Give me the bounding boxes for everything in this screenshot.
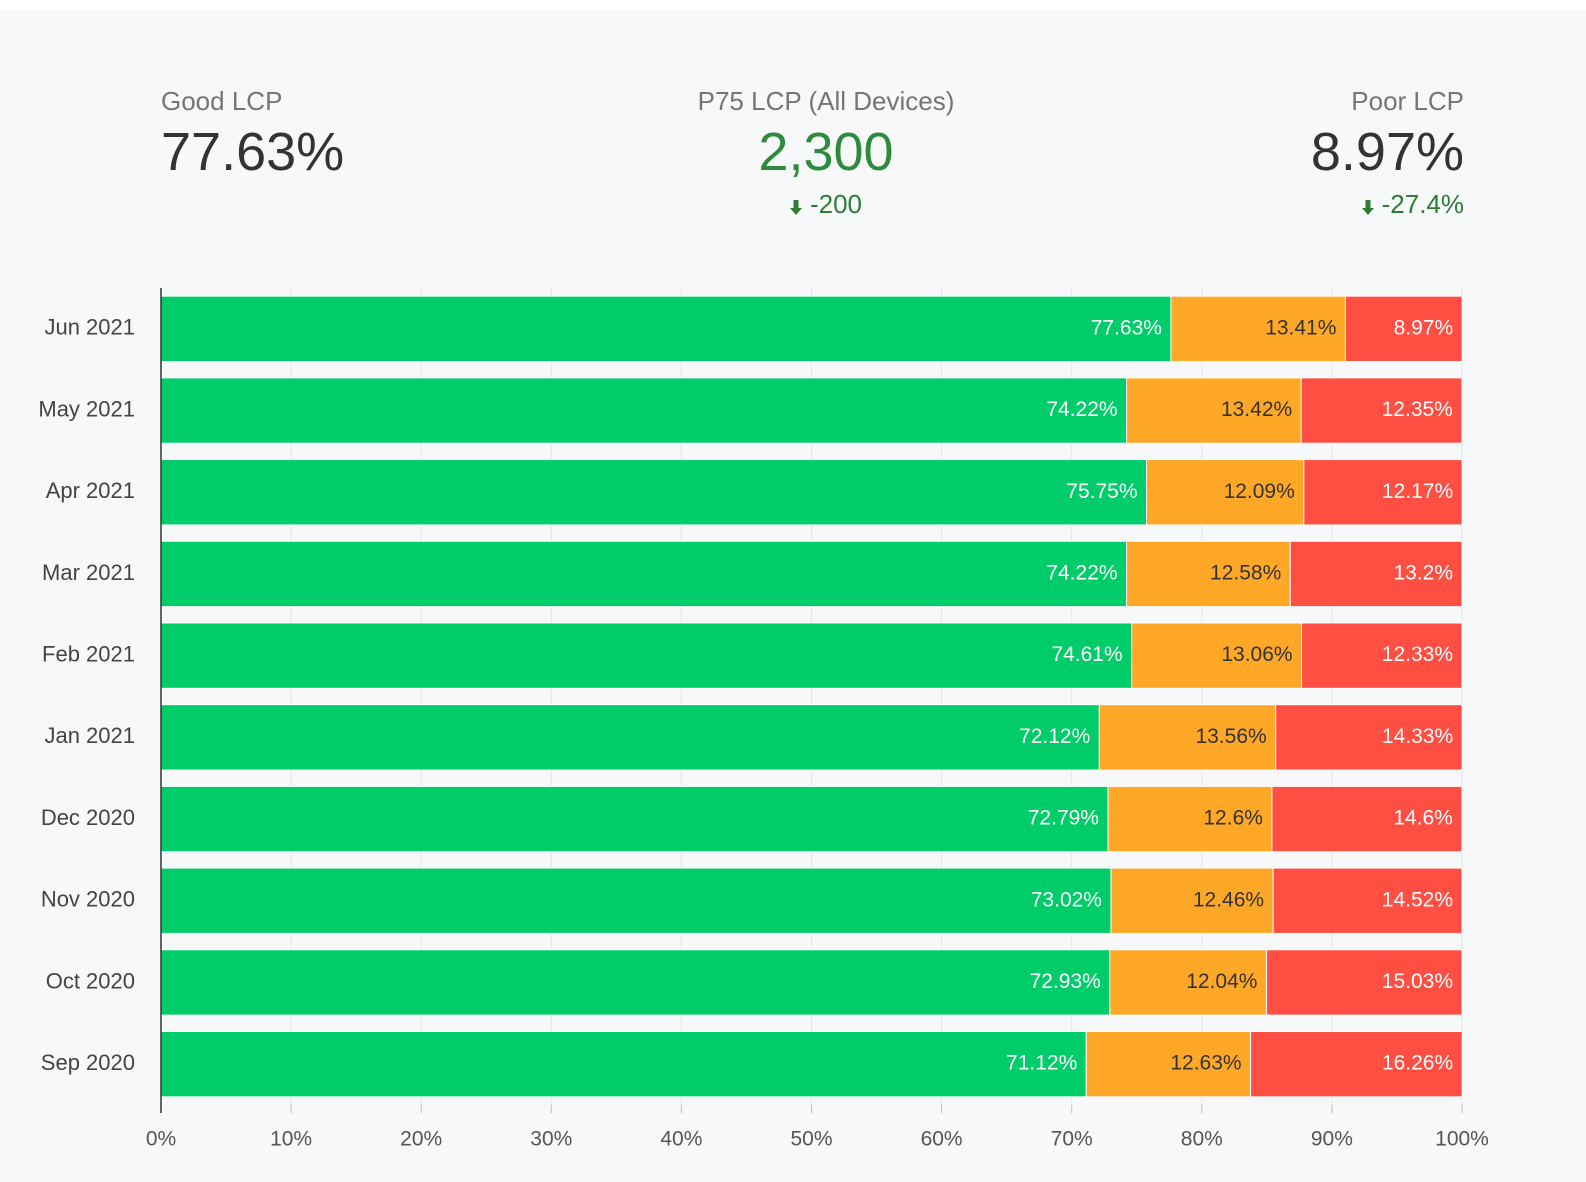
value-label: 71.12%: [1006, 1052, 1077, 1075]
bar-segment: [160, 377, 1128, 444]
top-band: [0, 0, 1586, 10]
value-label: 74.22%: [1046, 398, 1117, 421]
bar-segment: [160, 459, 1148, 526]
bar-segment: [1107, 785, 1273, 853]
value-label: 8.97%: [1394, 316, 1454, 339]
x-tick-label: 20%: [400, 1128, 442, 1151]
value-label: 74.61%: [1051, 643, 1122, 666]
bar-segment: [1289, 540, 1463, 608]
bar-segment: [160, 1030, 1087, 1098]
scorecard-label: P75 LCP (All Devices): [697, 86, 955, 116]
value-label: 12.46%: [1193, 888, 1264, 911]
value-label: 12.35%: [1382, 398, 1453, 421]
x-tick-label: 70%: [1051, 1128, 1093, 1151]
scorecard: P75 LCP (All Devices) 2,300 -200: [626, 86, 1026, 220]
scorecard-delta-row: -27.4%: [1311, 189, 1464, 220]
y-tick-label: Oct 2020: [46, 968, 135, 993]
y-tick-label: Nov 2020: [41, 887, 135, 912]
bar-segment: [1085, 1030, 1252, 1098]
scorecard-value: 77.63%: [161, 122, 345, 182]
value-label: 74.22%: [1046, 561, 1117, 584]
x-tick-label: 0%: [146, 1128, 176, 1151]
value-label: 72.93%: [1030, 970, 1101, 993]
y-tick-label: Dec 2020: [41, 805, 135, 830]
x-tick-label: 10%: [270, 1128, 312, 1151]
value-label: 77.63%: [1091, 316, 1162, 339]
value-label: 13.56%: [1195, 725, 1266, 748]
x-tick-label: 90%: [1311, 1128, 1353, 1151]
value-label: 13.2%: [1393, 561, 1453, 584]
scorecard: Good LCP 77.63%: [161, 86, 344, 181]
scorecard-delta-row: -200: [626, 189, 1026, 220]
value-label: 16.26%: [1382, 1052, 1453, 1075]
scorecard-value: 8.97%: [1310, 122, 1464, 182]
x-tick-label: 30%: [530, 1128, 572, 1151]
bar-segment: [1275, 704, 1463, 771]
bar-segment: [160, 867, 1112, 934]
y-tick-label: Jan 2021: [44, 723, 135, 748]
bar-segment: [1110, 867, 1274, 934]
x-tick-label: 80%: [1181, 1128, 1223, 1151]
bar-segment: [1301, 622, 1463, 689]
y-tick-label: May 2021: [38, 396, 135, 421]
scorecard-delta: -27.4%: [1381, 189, 1464, 219]
bar-segment: [1170, 295, 1346, 363]
scorecard-label: Poor LCP: [1351, 86, 1464, 116]
scorecard: Poor LCP 8.97% -27.4%: [1311, 86, 1464, 220]
scorecard-value: 2,300: [758, 122, 894, 182]
value-label: 12.6%: [1203, 807, 1263, 830]
bar-segment: [1300, 377, 1463, 444]
bar-segment: [1303, 459, 1463, 526]
bar-segment: [1109, 949, 1267, 1016]
bar-segment: [1272, 867, 1463, 934]
bar-segment: [1250, 1030, 1463, 1098]
x-tick-label: 100%: [1435, 1128, 1489, 1151]
x-tick-label: 60%: [921, 1128, 963, 1151]
bar-segment: [1126, 540, 1291, 608]
y-tick-label: Jun 2021: [44, 315, 135, 340]
bar-segment: [160, 295, 1172, 363]
bar-segment: [160, 949, 1111, 1016]
scorecard-delta: -200: [809, 189, 863, 219]
value-label: 13.06%: [1221, 643, 1292, 666]
bar-segment: [1265, 949, 1463, 1016]
value-label: 12.33%: [1382, 643, 1453, 666]
bar-segment: [160, 622, 1133, 689]
y-tick-label: Feb 2021: [42, 641, 135, 666]
value-label: 12.63%: [1170, 1052, 1241, 1075]
x-tick-label: 50%: [790, 1128, 832, 1151]
y-tick-label: Mar 2021: [42, 560, 135, 585]
value-label: 15.03%: [1382, 970, 1453, 993]
value-label: 12.09%: [1224, 480, 1295, 503]
value-label: 12.58%: [1210, 561, 1281, 584]
value-label: 14.52%: [1382, 888, 1453, 911]
bar-segment: [160, 704, 1100, 771]
value-label: 12.04%: [1186, 970, 1257, 993]
value-label: 75.75%: [1066, 480, 1137, 503]
value-label: 12.17%: [1382, 480, 1453, 503]
down-arrow-icon: [1361, 200, 1374, 215]
scorecard-label: Good LCP: [161, 86, 283, 116]
x-tick-label: 40%: [660, 1128, 702, 1151]
bar-segment: [160, 785, 1109, 853]
value-label: 13.41%: [1265, 316, 1336, 339]
bar-segment: [160, 540, 1128, 608]
value-label: 72.12%: [1019, 725, 1090, 748]
y-tick-label: Apr 2021: [46, 478, 135, 503]
bar-segment: [1344, 295, 1463, 363]
bar-segment: [1098, 704, 1277, 771]
bar-segment: [1146, 459, 1305, 526]
y-tick-label: Sep 2020: [41, 1050, 135, 1075]
value-label: 13.42%: [1221, 398, 1292, 421]
value-label: 73.02%: [1031, 888, 1102, 911]
value-label: 14.6%: [1393, 807, 1453, 830]
bar-segment: [1271, 785, 1463, 853]
down-arrow-icon: [789, 200, 802, 215]
bar-segment: [1131, 622, 1303, 689]
value-label: 14.33%: [1382, 725, 1453, 748]
value-label: 72.79%: [1028, 807, 1099, 830]
bar-segment: [1126, 377, 1302, 444]
